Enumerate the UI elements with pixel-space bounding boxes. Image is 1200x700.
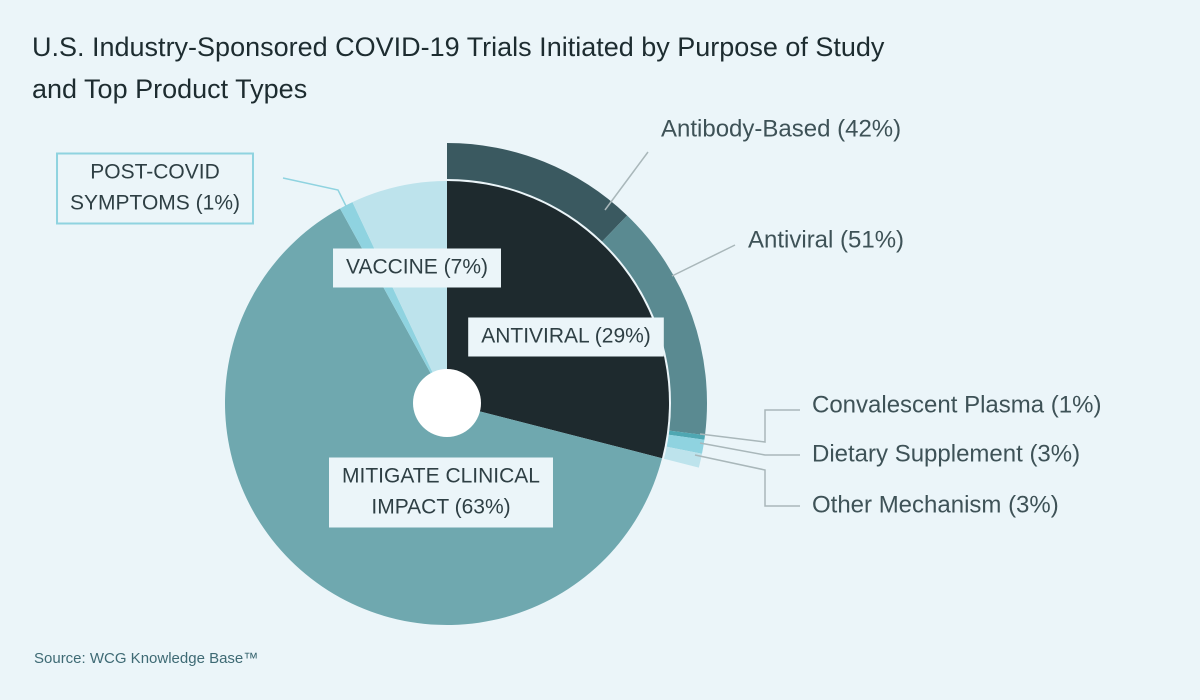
label-post-covid-symptoms-text: POST-COVID xyxy=(90,161,220,184)
slice-labels: ANTIVIRAL (29%) MITIGATE CLINICAL IMPACT (… xyxy=(56,115,1101,528)
label-mitigate-clinical-impact-box xyxy=(329,457,553,528)
callout-lines xyxy=(282,151,800,507)
label-antiviral: ANTIVIRAL (29%) xyxy=(468,317,664,357)
label-mitigate-clinical-impact-text: IMPACT (63%) xyxy=(371,496,510,519)
label-vaccine-box xyxy=(333,248,501,288)
label-post-covid-symptoms-box xyxy=(56,152,254,225)
outer-slice-dietary-supplement xyxy=(666,434,705,454)
source-note: Source: WCG Knowledge Base™ xyxy=(34,650,259,667)
label-mitigate-clinical-impact-text: MITIGATE CLINICAL xyxy=(342,465,540,488)
label-post-covid-symptoms: POST-COVID SYMPTOMS (1%) xyxy=(56,152,254,225)
label-antiviral: Antiviral (51%) xyxy=(748,226,904,253)
label-mitigate-clinical-impact: MITIGATE CLINICAL IMPACT (63%) xyxy=(329,457,553,528)
callout-dietary-supplement xyxy=(699,442,800,456)
callout-convalescent-plasma xyxy=(699,409,800,443)
outer-slice-antiviral xyxy=(602,215,708,436)
label-convalescent-plasma: Convalescent Plasma (1%) xyxy=(812,391,1101,418)
label-vaccine: VACCINE (7%) xyxy=(333,248,501,288)
label-other-mechanism: Other Mechanism (3%) xyxy=(812,491,1059,518)
pie-slice-vaccine xyxy=(352,181,447,403)
label-antiviral-box xyxy=(468,317,664,357)
label-antibody-based: Antibody-Based (42%) xyxy=(661,115,901,142)
callout-post-covid xyxy=(282,177,350,213)
label-post-covid-symptoms-text: SYMPTOMS (1%) xyxy=(70,192,240,215)
label-antiviral-text: ANTIVIRAL (29%) xyxy=(481,325,651,348)
outer-slice-convalescent-plasma xyxy=(668,430,706,440)
center-hole xyxy=(413,369,481,437)
callout-other-mechanism xyxy=(694,454,800,507)
callout-antibody-based xyxy=(604,151,649,211)
callout-antiviral xyxy=(671,244,736,277)
chart-title: U.S. Industry-Sponsored COVID-19 Trials … xyxy=(32,32,885,104)
pie-rings xyxy=(225,143,708,626)
label-vaccine-text: VACCINE (7%) xyxy=(346,256,488,279)
outer-slice-other-mechanism xyxy=(663,446,702,468)
label-dietary-supplement: Dietary Supplement (3%) xyxy=(812,440,1080,467)
outer-slice-antibody-based xyxy=(447,143,628,242)
